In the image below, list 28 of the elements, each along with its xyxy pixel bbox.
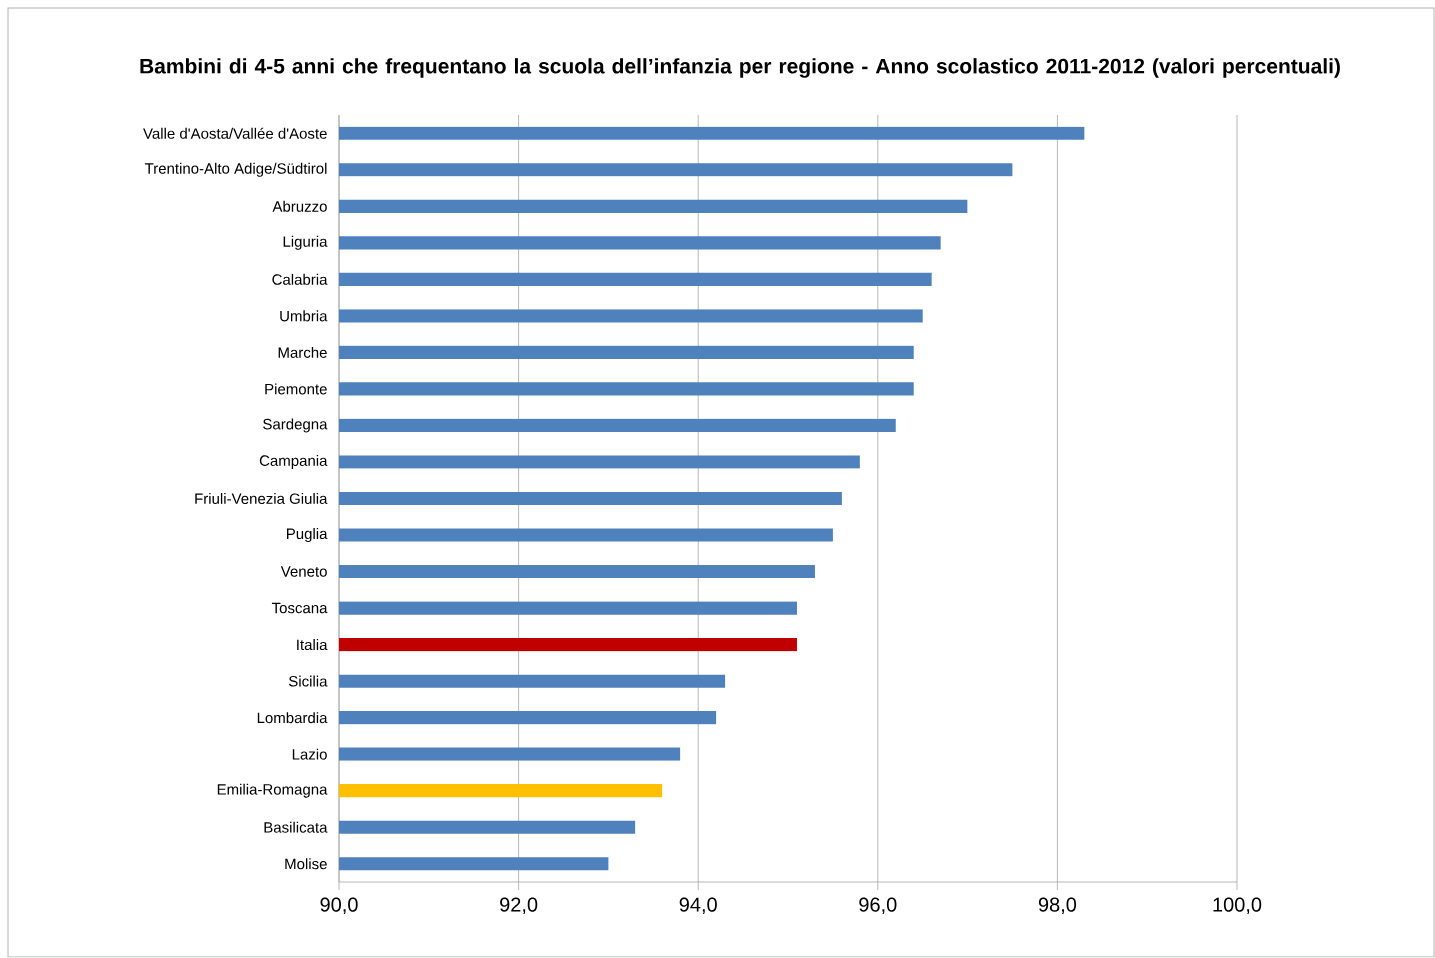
y-tick-label: Liguria [283, 235, 328, 250]
y-tick-label: Italia [297, 639, 328, 651]
x-tick-label: 90,0 [320, 897, 358, 915]
y-tick-label: Sicilia [288, 675, 328, 687]
y-tick-label: Sardegna [263, 418, 328, 433]
x-tick-label: 92,0 [500, 897, 538, 915]
y-tick-label: Lombardia [257, 712, 328, 724]
y-tick-label: Piemonte [265, 383, 327, 395]
y-tick-label: Friuli-Venezia Giulia [195, 492, 328, 504]
x-tick-label: 94,0 [679, 897, 717, 915]
x-tick-label: 98,0 [1038, 897, 1077, 915]
y-tick-label: Puglia [287, 528, 328, 542]
y-tick-label: Trentino-Alto Adige/Südtirol [144, 162, 327, 177]
y-tick-label: Calabria [272, 273, 328, 285]
x-tick-label: 96,0 [859, 897, 897, 915]
y-tick-label: Abruzzo [272, 200, 327, 212]
y-tick-label: Toscana [271, 602, 328, 614]
chart-title: Bambini di 4-5 anni che frequentano la scuola dell’infanzia per regione - Anno scolastico 2011-2012 (valori percentuali) [140, 58, 1340, 78]
y-tick-label: Valle d'Aosta/Vallée d'Aoste [143, 127, 327, 139]
y-tick-label: Umbria [280, 310, 328, 322]
y-tick-label: Lazio [292, 748, 327, 760]
y-tick-label: Molise [285, 858, 327, 870]
y-tick-label: Veneto [280, 566, 327, 577]
y-tick-label: Basilicata [264, 821, 328, 833]
y-tick-label: Campania [259, 454, 328, 469]
y-tick-label: Marche [278, 346, 327, 358]
y-tick-label: Emilia-Romagna [217, 783, 328, 798]
x-tick-label: 100,0 [1213, 897, 1262, 915]
